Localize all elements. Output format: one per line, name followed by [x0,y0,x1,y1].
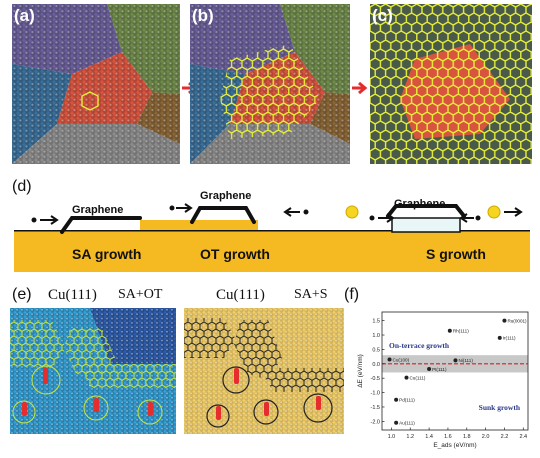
data-point-label: Ru(0001) [507,318,527,323]
label-b: (b) [192,6,214,25]
x-tick-label: 1.6 [444,434,452,440]
graphene-label-ot: Graphene [200,190,252,202]
data-point [497,335,502,340]
label-e: (e) [12,286,32,303]
data-point-label: Rh(111) [453,329,469,334]
y-tick-label: 1.5 [372,319,380,325]
label-d: (d) [12,178,32,195]
adatom-ball [487,205,501,219]
x-tick-label: 1.2 [406,434,414,440]
x-tick-label: 1.8 [463,434,471,440]
y-tick-label: -2.0 [371,419,380,425]
x-tick-label: 2.0 [482,434,490,440]
data-point-label: Pd(111) [399,398,415,403]
data-point [404,375,409,380]
graphene-nucleus [81,91,99,111]
sa-graphene-film [60,216,142,234]
data-point [394,420,399,425]
plot-frame [381,311,529,431]
panel-d-schematic [14,203,530,272]
e-right-mode: SA+S [294,287,328,302]
data-point-label: Pt(111) [432,367,447,372]
panel-c-image [370,4,532,164]
data-point [394,397,399,402]
x-tick-label: 1.0 [388,434,396,440]
ot-growth-label: OT growth [200,246,270,262]
e-left-title: Cu(111) [48,287,97,303]
y-tick-label: 1.0 [372,333,380,339]
y-tick-label: -0.5 [371,376,380,382]
graphene-label-sa: Graphene [72,204,124,216]
substrate [14,220,530,272]
sa-growth-label: SA growth [72,246,142,262]
data-point-label: Ir(111) [503,336,516,341]
annotation-on-terrace: On-terrace growth [389,341,450,350]
panel-e-left-image [10,308,176,434]
panel-b-image [190,4,350,164]
red-arrow-icon [352,82,368,94]
data-point [447,328,452,333]
e-left-mode: SA+OT [118,287,163,302]
x-axis-label: E_ads (eV/nm) [433,442,476,449]
annotation-sunk: Sunk growth [479,403,521,412]
label-f: (f) [344,286,360,303]
x-tick-label: 2.2 [501,434,509,440]
data-point [427,366,432,371]
label-a: (a) [14,6,35,25]
e-right-title: Cu(111) [216,287,265,303]
x-tick-label: 2.4 [519,434,527,440]
panel-a-image [12,4,180,164]
data-point [453,358,458,363]
y-tick-label: 0.5 [372,347,380,353]
panel-f-scatter-chart: 1.0 1.2 1.4 1.6 1.8 2.0 2.2 2.4 -2.0 -1.5 -1.0 -0.5… [357,311,529,449]
y-axis-label: ΔE (eV/nm) [357,354,364,388]
data-point-label: Cu(111) [409,375,425,380]
y-tick-label: 0.0 [372,362,380,368]
graphene-label-s: Graphene [394,198,446,210]
s-growth-label: S growth [426,246,486,262]
adatom-ball [345,205,359,219]
y-tick-label: -1.0 [371,391,380,397]
data-point-label: Cu(100) [393,357,410,362]
data-point-label: Ni(111) [458,358,473,363]
ot-graphene-film [190,206,256,224]
data-point [387,357,392,362]
x-tick-label: 1.4 [425,434,433,440]
y-tick-label: -1.5 [371,405,380,411]
data-point [502,318,507,323]
label-c: (c) [372,6,393,25]
data-point-label: Au(111) [399,421,415,426]
s-graphene-island [391,217,461,233]
panel-e-right-image [184,308,344,434]
